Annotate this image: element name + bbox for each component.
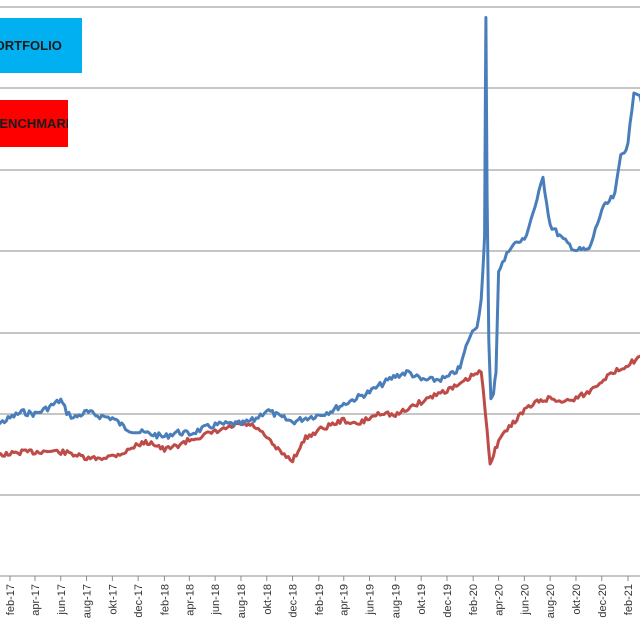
x-tick-label: dec-20: [597, 584, 609, 618]
x-tick-label: jun-18: [210, 584, 222, 616]
x-axis-ticks: feb-17 apr-17 jun-17 aug-17 okt-17 dec-17 feb-…: [5, 576, 635, 618]
x-tick-label: feb-21: [623, 584, 635, 615]
x-tick-label: apr-18: [184, 584, 196, 616]
x-tick-label: okt-19: [416, 584, 428, 615]
x-tick-label: okt-18: [262, 584, 274, 615]
x-tick-label: apr-17: [30, 584, 42, 616]
x-tick-label: jun-20: [519, 584, 531, 616]
legend-entry-benchmark: BENCHMARK: [0, 100, 68, 147]
x-tick-label: feb-19: [314, 584, 326, 615]
x-tick-label: okt-20: [571, 584, 583, 615]
x-tick-label: okt-17: [107, 584, 119, 615]
legend-entry-portfolio: PORTFOLIO: [0, 18, 82, 73]
legend-label-portfolio: PORTFOLIO: [0, 38, 62, 53]
x-tick-label: aug-19: [390, 584, 402, 618]
x-tick-label: aug-18: [236, 584, 248, 618]
series-line-portfolio: [0, 16, 640, 440]
series-line-benchmark: [0, 354, 640, 466]
x-tick-label: feb-18: [159, 584, 171, 615]
x-tick-label: jun-19: [365, 584, 377, 616]
gridlines: [0, 6, 640, 496]
x-tick-label: aug-17: [82, 584, 94, 618]
x-tick-label: feb-20: [468, 584, 480, 615]
x-tick-label: apr-19: [339, 584, 351, 616]
x-tick-label: apr-20: [494, 584, 506, 616]
x-tick-label: dec-19: [442, 584, 454, 618]
x-tick-label: dec-18: [288, 584, 300, 618]
x-tick-label: feb-17: [5, 584, 17, 615]
x-tick-label: dec-17: [133, 584, 145, 618]
legend-label-benchmark: BENCHMARK: [0, 116, 68, 131]
x-tick-label: jun-17: [56, 584, 68, 616]
x-tick-label: aug-20: [545, 584, 557, 618]
